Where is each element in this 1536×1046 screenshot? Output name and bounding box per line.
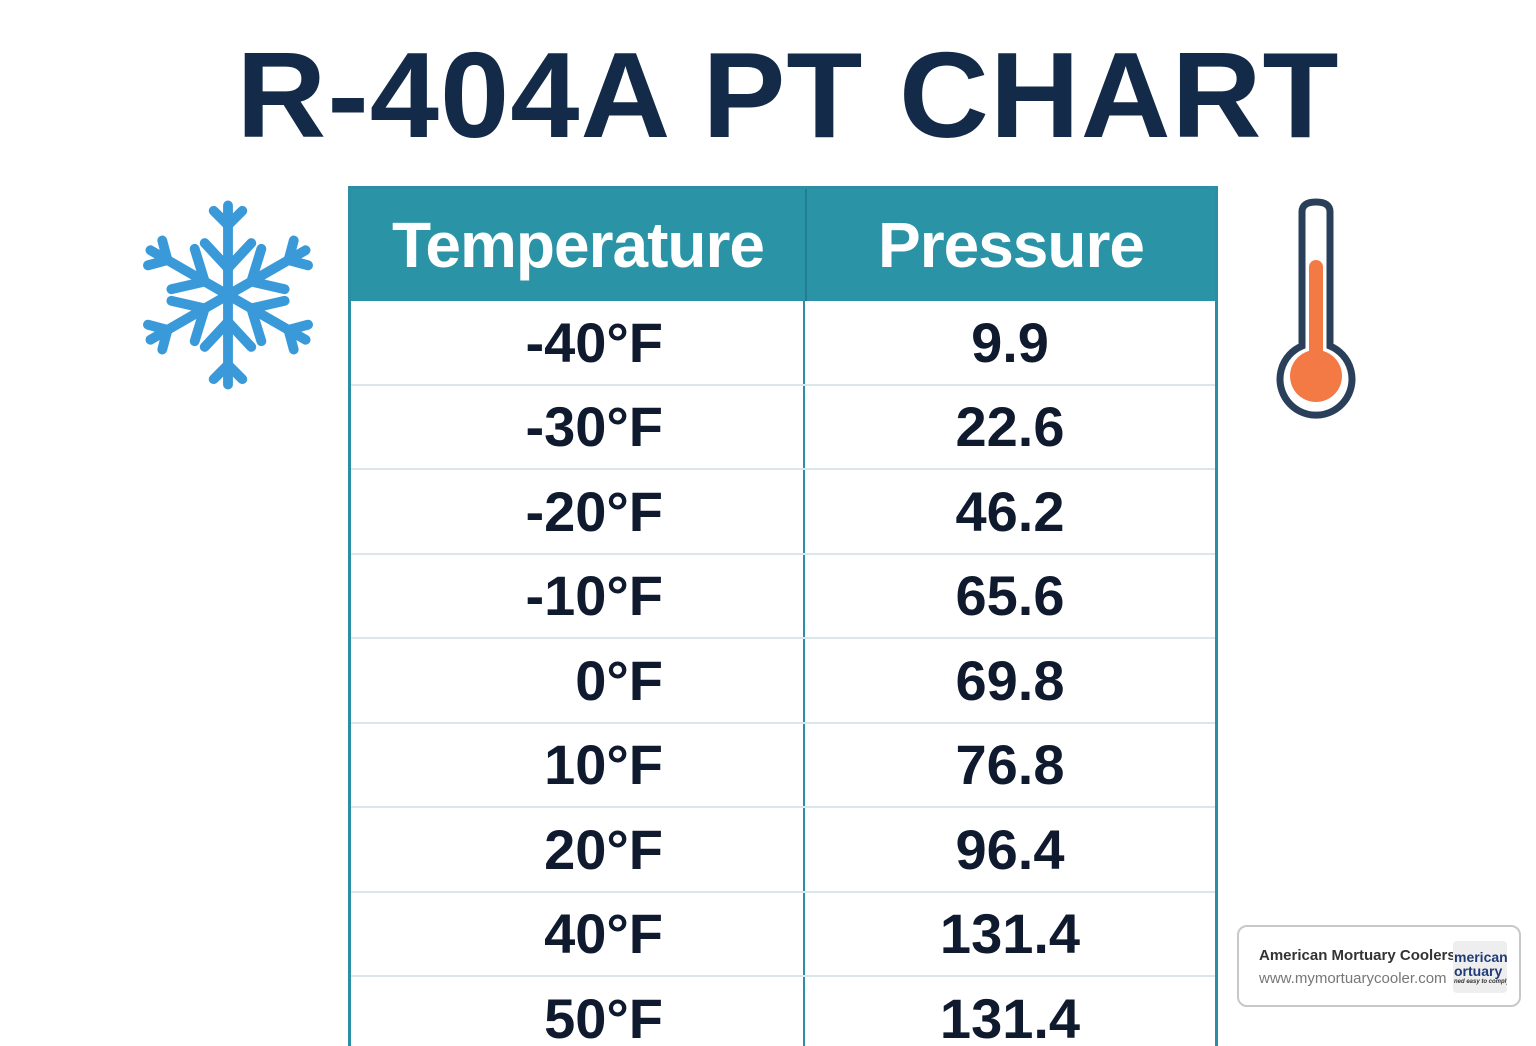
table-row: 10°F 76.8 — [351, 723, 1215, 808]
temperature-cell: -10°F — [351, 554, 805, 637]
pressure-cell: 76.8 — [955, 733, 1065, 797]
pressure-cell: 65.6 — [955, 564, 1065, 628]
temperature-cell: -40°F — [351, 301, 805, 384]
pt-table: Temperature Pressure -40°F 9.9 -30°F 22.… — [348, 186, 1218, 1046]
badge-url[interactable]: www.mymortuarycooler.com — [1259, 970, 1447, 987]
snowflake-icon — [138, 200, 318, 398]
pressure-cell: 22.6 — [955, 395, 1065, 459]
source-badge[interactable]: American Mortuary Coolers www.mymortuary… — [1237, 925, 1521, 1007]
table-header: Temperature Pressure — [351, 189, 1215, 301]
chart-title: R-404A PT CHART — [236, 27, 1340, 163]
table-row: -40°F 9.9 — [351, 301, 1215, 386]
temperature-cell: 10°F — [351, 723, 805, 806]
temperature-cell: 20°F — [351, 808, 805, 891]
pressure-cell: 46.2 — [955, 479, 1065, 543]
header-temperature: Temperature — [351, 189, 807, 301]
table-row: 20°F 96.4 — [351, 808, 1215, 893]
logo-text-line3: ned easy to comply — [1454, 979, 1507, 985]
table-row: 0°F 69.8 — [351, 639, 1215, 724]
badge-site-name: American Mortuary Coolers — [1259, 947, 1456, 964]
logo-text-line1: merican — [1454, 949, 1507, 965]
pressure-cell: 131.4 — [939, 902, 1081, 966]
table-row: -20°F 46.2 — [351, 470, 1215, 555]
temperature-cell: 0°F — [351, 639, 805, 722]
temperature-cell: 50°F — [351, 977, 805, 1046]
temperature-cell: -30°F — [351, 385, 805, 468]
table-row: -30°F 22.6 — [351, 385, 1215, 470]
logo-text-line2: ortuary — [1454, 963, 1503, 979]
header-pressure: Pressure — [878, 209, 1145, 281]
pressure-cell: 96.4 — [955, 817, 1065, 881]
table-row: -10°F 65.6 — [351, 554, 1215, 639]
badge-logo: merican ortuary ned easy to comply — [1453, 941, 1507, 993]
table-row: 40°F 131.4 — [351, 892, 1215, 977]
pressure-cell: 9.9 — [971, 310, 1049, 374]
pressure-cell: 131.4 — [939, 986, 1081, 1046]
temperature-cell: 40°F — [351, 892, 805, 975]
table-row: 50°F 131.4 — [351, 977, 1215, 1046]
thermometer-icon — [1276, 198, 1356, 419]
pressure-cell: 69.8 — [955, 648, 1065, 712]
temperature-cell: -20°F — [351, 470, 805, 553]
